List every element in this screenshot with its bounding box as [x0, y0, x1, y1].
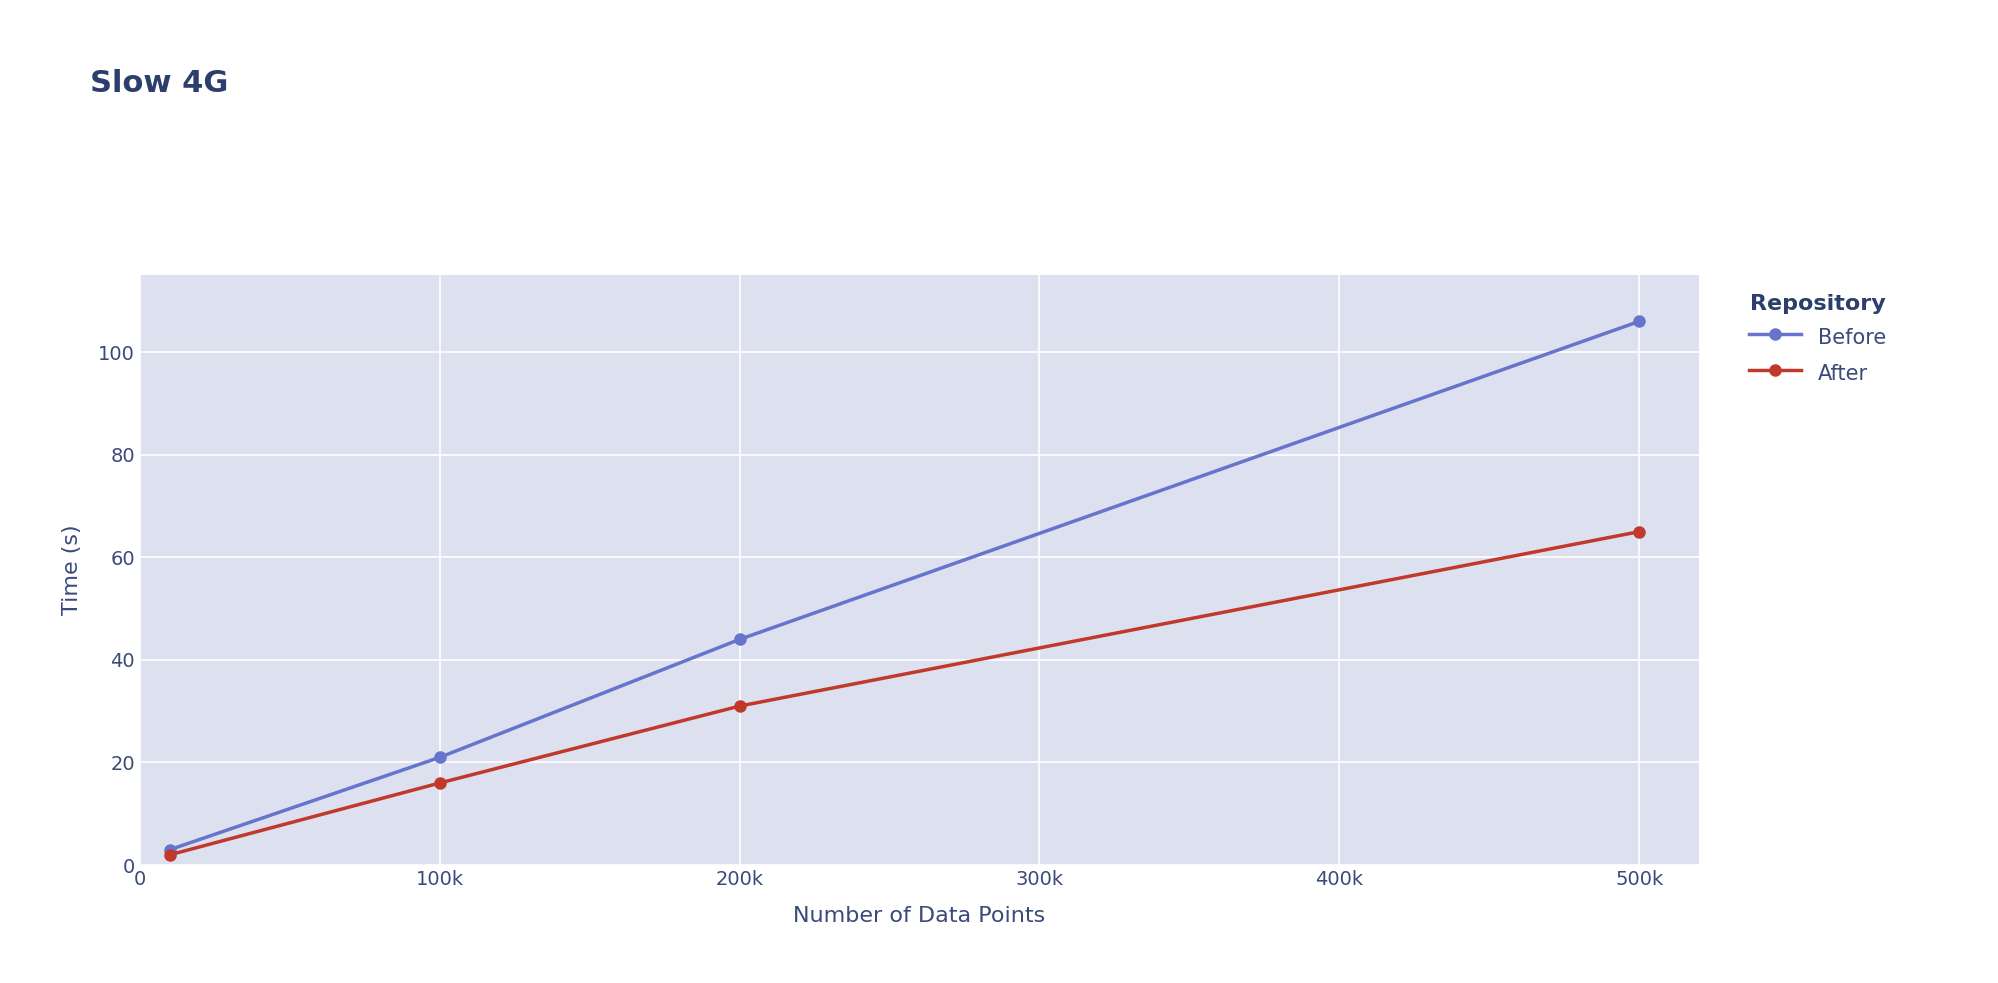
- Before: [428, 751, 452, 763]
- Line: After: After: [164, 526, 1644, 860]
- Legend: Before, After: Before, After: [1740, 286, 1894, 394]
- After: [727, 700, 751, 712]
- After: [428, 778, 452, 789]
- Line: Before: Before: [164, 316, 1644, 855]
- Before: [1626, 316, 1650, 327]
- After: [1626, 526, 1650, 538]
- Before: [727, 633, 751, 645]
- Y-axis label: Time (s): Time (s): [62, 525, 82, 615]
- X-axis label: Number of Data Points: Number of Data Points: [793, 905, 1045, 926]
- Text: Slow 4G: Slow 4G: [90, 69, 228, 98]
- Before: [158, 843, 182, 855]
- After: [158, 849, 182, 861]
